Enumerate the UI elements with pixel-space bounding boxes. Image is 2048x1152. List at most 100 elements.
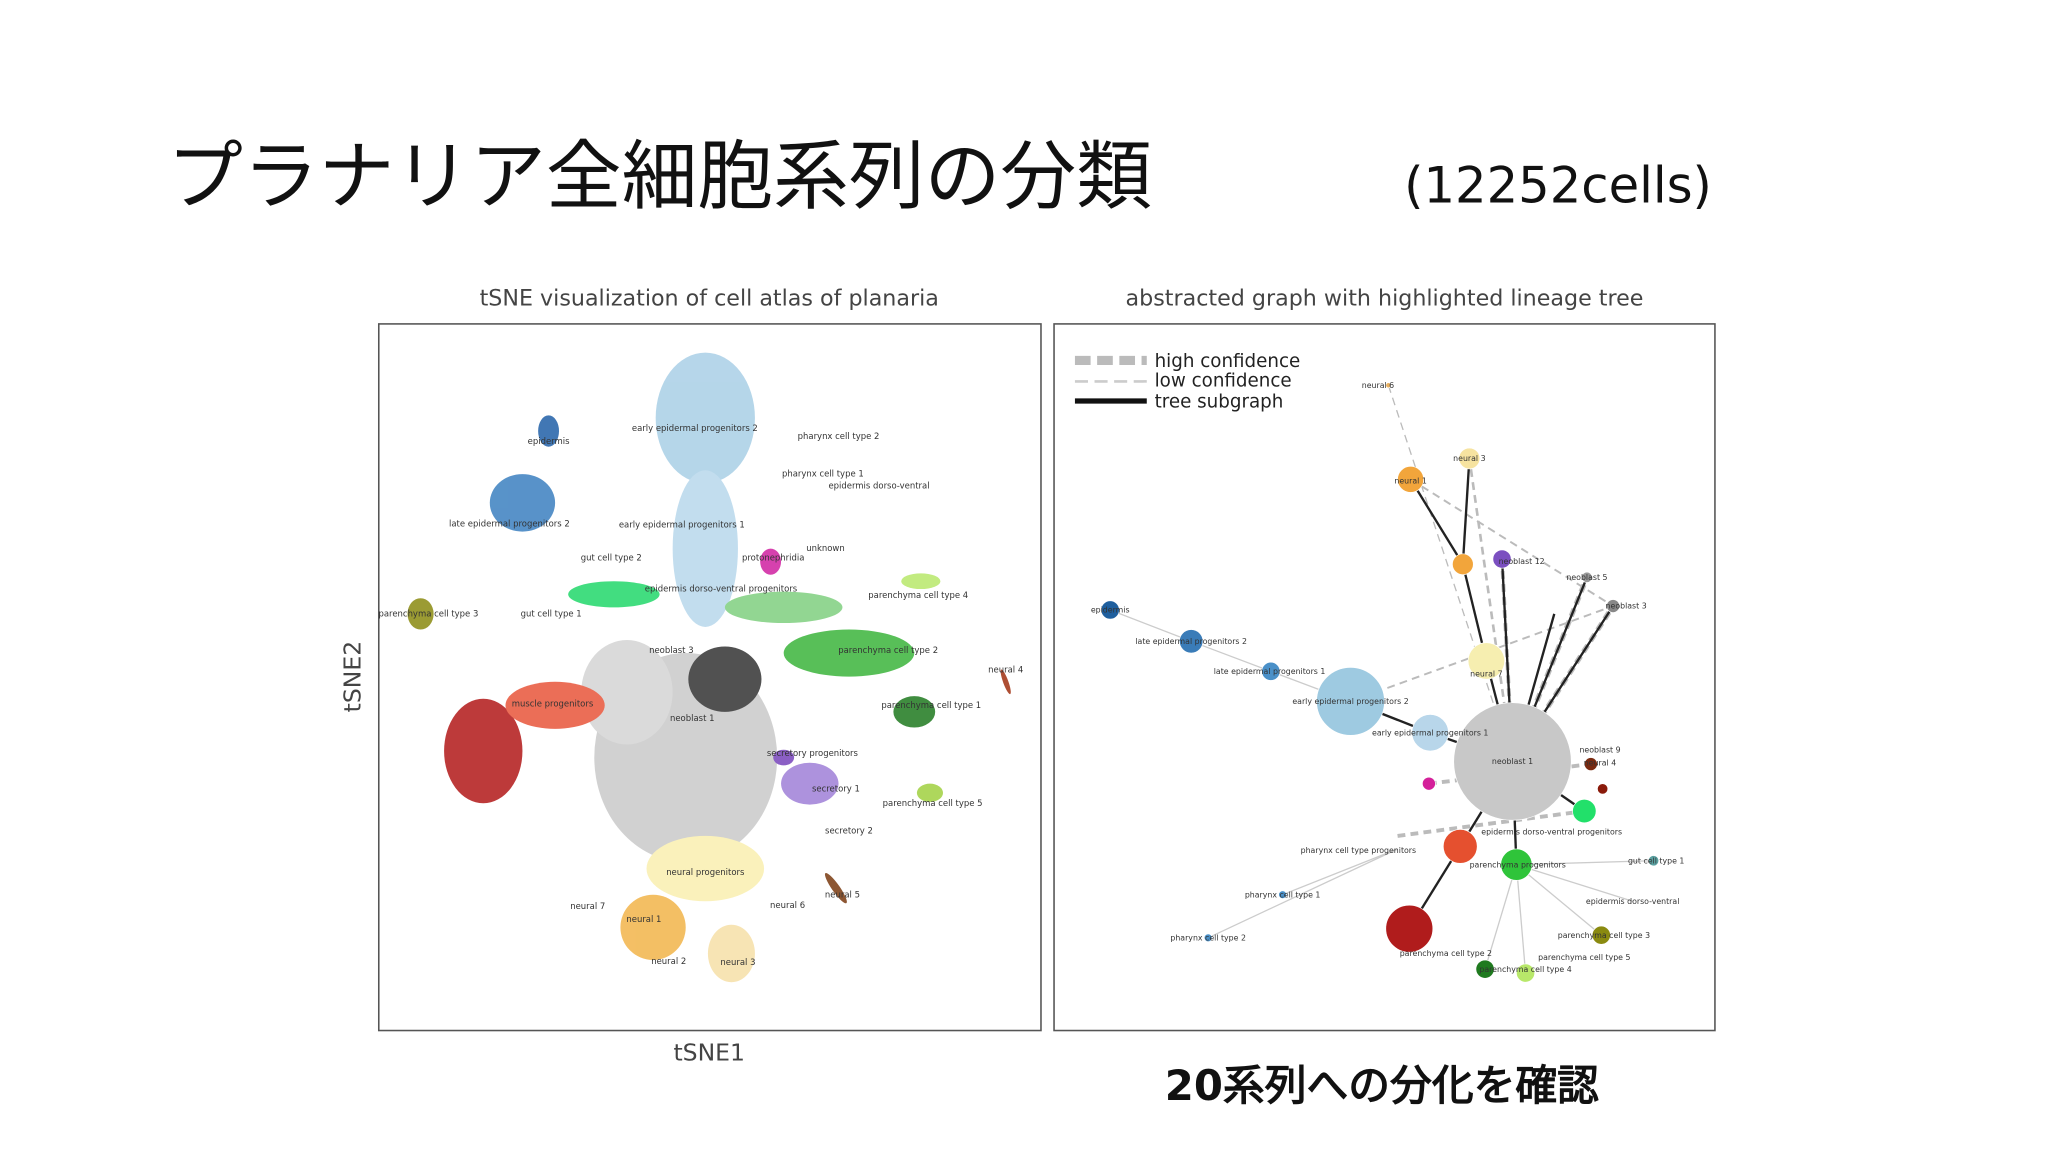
y-axis-label: tSNE2 <box>338 641 366 713</box>
graph-node <box>1492 549 1512 569</box>
slide-caption: 20系列への分化を確認 <box>1165 1061 1599 1110</box>
graph-node <box>1647 855 1660 867</box>
node-label: neural 1 <box>1394 476 1426 485</box>
node-label: neural 7 <box>1470 670 1502 679</box>
cluster-label: neural 7 <box>570 901 605 911</box>
slide-subtitle: (12252cells) <box>1404 156 1712 214</box>
node-label: parenchyma cell type 2 <box>1400 949 1492 958</box>
cluster-points <box>505 681 605 729</box>
cluster-label: unknown <box>806 543 844 553</box>
graph-edge-light <box>1207 848 1398 939</box>
cluster-label: parenchyma cell type 5 <box>883 798 983 808</box>
tsne-figure: tSNE visualization of cell atlas of plan… <box>338 286 1042 1067</box>
tree-edge <box>1461 458 1471 565</box>
cluster-label: muscle progenitors <box>512 699 594 709</box>
graph-node <box>1278 890 1287 899</box>
graph-node <box>1467 642 1505 680</box>
cluster-label: neural 1 <box>626 914 661 924</box>
graph-node <box>1597 783 1609 795</box>
graph-edge-light <box>1190 640 1272 672</box>
node-label: neoblast 1 <box>1492 757 1533 766</box>
graph-node <box>1583 757 1598 771</box>
node-label: pharynx cell type 1 <box>1245 890 1321 899</box>
graph-edge-light <box>1109 609 1192 642</box>
node-label: late epidermal progenitors 1 <box>1214 667 1326 676</box>
graph-node <box>1475 959 1495 979</box>
cluster-points <box>688 646 762 712</box>
graph-node <box>1500 848 1533 881</box>
cluster-label: neural 3 <box>720 957 755 967</box>
node-label: neural 6 <box>1362 381 1394 390</box>
node-label: gut cell type 1 <box>1628 856 1684 865</box>
cluster-label: neural 6 <box>770 900 805 910</box>
node-label: parenchyma cell type 3 <box>1558 931 1650 940</box>
cluster-points <box>773 749 795 766</box>
cluster-label: neural 5 <box>825 889 860 899</box>
graph-node <box>1452 553 1474 576</box>
plot-frame <box>1053 323 1716 1032</box>
graph-figure: abstracted graph with highlighted lineag… <box>1053 286 1716 1032</box>
graph-edge-light <box>1484 864 1518 970</box>
node-label: neural 4 <box>1584 758 1616 767</box>
graph-node <box>1442 829 1478 864</box>
node-label: epidermis dorso-ventral progenitors <box>1481 828 1622 837</box>
cluster-label: pharynx cell type 1 <box>782 469 864 479</box>
cluster-points <box>824 873 847 904</box>
graph-node <box>1316 667 1385 736</box>
graph-node <box>1397 465 1424 493</box>
node-label: pharynx cell type 2 <box>1170 933 1246 942</box>
cluster-points <box>1000 669 1011 695</box>
node-label: parenchyma cell type 5 <box>1538 953 1630 962</box>
graph-node <box>1179 629 1204 654</box>
legend-label: high confidence <box>1155 351 1301 372</box>
node-label: neoblast 9 <box>1579 745 1620 754</box>
cluster-label: secretory 2 <box>825 825 873 835</box>
graph-edge-light <box>1515 864 1602 936</box>
node-label: pharynx cell type progenitors <box>1301 846 1416 855</box>
cluster-points <box>581 640 673 745</box>
cluster-points <box>407 598 434 630</box>
graph-node <box>1572 799 1597 824</box>
graph-node <box>1422 776 1436 791</box>
cluster-points <box>646 835 765 902</box>
cluster-label: neural 2 <box>651 956 686 966</box>
cluster-labels: early epidermal progenitors 2 pharynx ce… <box>378 423 1023 967</box>
cluster-points <box>672 470 738 627</box>
node-label: neoblast 3 <box>1606 602 1647 611</box>
node-label: neural 3 <box>1453 454 1485 463</box>
cluster-label: protonephridia <box>742 552 804 562</box>
node-label: neoblast 12 <box>1499 557 1545 566</box>
node-label: neoblast 5 <box>1566 573 1607 582</box>
graph-node <box>1516 963 1536 983</box>
node-label: epidermis <box>1091 606 1130 615</box>
cluster-points <box>916 783 944 802</box>
node-label: parenchyma cell type 4 <box>1479 965 1571 974</box>
figure-title: abstracted graph with highlighted lineag… <box>1126 286 1644 312</box>
cluster-label: secretory progenitors <box>767 748 858 758</box>
graph-node <box>1591 925 1611 945</box>
legend-label: tree subgraph <box>1155 392 1284 413</box>
cluster-points <box>620 894 686 960</box>
cluster-points <box>568 581 660 608</box>
node-label: epidermis dorso-ventral <box>1586 897 1679 906</box>
node-label: early epidermal progenitors 1 <box>1372 728 1488 737</box>
graph-edge-light <box>1515 864 1527 974</box>
cluster-label: secretory 1 <box>812 784 860 794</box>
cluster-points <box>444 698 523 804</box>
cluster-label: neoblast 3 <box>649 645 694 655</box>
cluster-label: parenchyma cell type 1 <box>881 700 981 710</box>
graph-node <box>1385 904 1434 953</box>
tree-edge <box>1409 478 1464 565</box>
cluster-blob <box>407 352 1011 983</box>
figure-title: tSNE visualization of cell atlas of plan… <box>480 286 939 312</box>
cluster-points <box>783 629 915 677</box>
graph-edge <box>1387 385 1514 762</box>
cluster-points <box>707 924 755 983</box>
graph-node <box>1100 382 1660 983</box>
graph-node <box>1203 933 1213 943</box>
graph-node <box>1453 702 1572 821</box>
cluster-points <box>781 762 839 805</box>
cluster-points <box>901 573 941 590</box>
cluster-label: parenchyma cell type 2 <box>838 645 938 655</box>
